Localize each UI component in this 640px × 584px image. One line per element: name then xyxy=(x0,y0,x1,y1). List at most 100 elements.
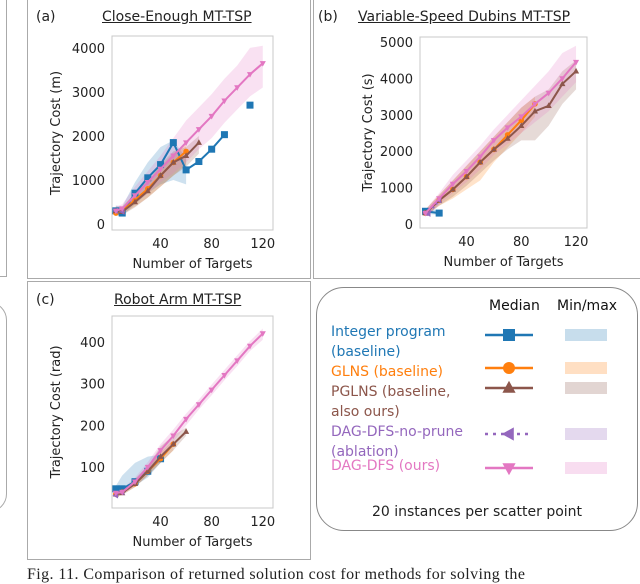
legend-label-line2: also ours) xyxy=(331,404,400,420)
triangle-down-marker xyxy=(246,72,254,78)
triangle-down-marker xyxy=(531,101,539,108)
x-tick-label: 120 xyxy=(250,237,275,252)
triangle-down-marker xyxy=(119,489,126,496)
legend-swatches xyxy=(485,329,607,476)
triangle-up-marker xyxy=(144,467,151,474)
ip-legend-band xyxy=(565,329,607,341)
triangle-up-marker xyxy=(449,186,456,192)
triangle-down-marker xyxy=(131,479,139,486)
y-tick-label: 1000 xyxy=(380,182,413,197)
triangle-down-marker xyxy=(183,416,190,423)
legend-median-header: Median xyxy=(489,298,540,314)
x-tick-label: 80 xyxy=(203,237,220,252)
square-marker xyxy=(208,145,216,153)
triangle-down-marker xyxy=(449,181,456,188)
x-tick-label: 120 xyxy=(250,515,275,530)
triangle-up-marker xyxy=(183,428,190,434)
square-marker xyxy=(435,209,443,217)
triangle-down-marker xyxy=(246,343,254,350)
x-axis-label: Number of Targets xyxy=(132,535,252,550)
x-tick-label: 120 xyxy=(564,235,589,250)
triangle-left-marker xyxy=(501,427,514,441)
triangle-down-marker xyxy=(502,463,516,476)
x-axis-label: Number of Targets xyxy=(132,257,252,272)
y-tick-label: 4000 xyxy=(72,42,105,57)
x-axis-label: Number of Targets xyxy=(443,255,563,270)
square-marker xyxy=(182,166,190,174)
legend-entry-pglns: PGLNS (baseline, also ours) xyxy=(331,382,450,422)
panel-c-tag: (c) xyxy=(36,292,55,308)
legend-label-line1: DAG-DFS-no-prune xyxy=(331,424,464,440)
triangle-left-marker xyxy=(424,210,431,217)
legend-entry-dagdfs: DAG-DFS (ours) xyxy=(331,456,440,476)
triangle-up-marker xyxy=(572,67,580,74)
y-tick-label: 100 xyxy=(80,461,105,476)
triangle-down-marker xyxy=(144,464,151,471)
chart-0: 40 80 120 0 1000 2000 3000 4000 Number of Target… xyxy=(49,35,275,272)
legend-label-line2: (baseline) xyxy=(331,344,401,360)
triangle-up-marker xyxy=(463,173,470,179)
triangle-up-marker xyxy=(157,453,164,459)
dagdfs-minmax-band xyxy=(115,328,263,496)
circle-marker xyxy=(503,362,515,374)
triangle-down-marker xyxy=(208,387,215,394)
legend-entry-noprune: DAG-DFS-no-prune (ablation) xyxy=(331,422,463,462)
legend-footer: 20 instances per scatter point xyxy=(371,504,583,520)
legend: Median Min/max Integer program (baseline)… xyxy=(316,287,638,531)
chart-1: 40 80 120 0 1000 2000 3000 4000 5000 Number of Ta… xyxy=(361,36,588,270)
triangle-down-marker xyxy=(504,125,511,131)
triangle-down-marker xyxy=(131,193,139,199)
triangle-up-marker xyxy=(131,198,139,205)
triangle-down-marker xyxy=(183,140,190,146)
y-tick-label: 2000 xyxy=(72,130,105,145)
triangle-down-marker xyxy=(195,127,202,133)
figure-caption: Fig. 11. Comparison of returned solution… xyxy=(27,566,526,583)
triangle-down-marker xyxy=(119,206,126,213)
panel-b-title: Variable-Speed Dubins MT-TSP xyxy=(358,9,571,25)
y-tick-label: 0 xyxy=(97,218,105,233)
triangle-down-marker xyxy=(234,85,241,91)
square-marker xyxy=(195,158,203,166)
square-marker xyxy=(112,485,120,493)
y-axis-label: Trajectory Cost (rad) xyxy=(49,345,64,479)
glns-legend-band xyxy=(565,362,607,374)
triangle-down-marker xyxy=(208,113,215,120)
y-tick-label: 2000 xyxy=(380,145,413,160)
square-marker xyxy=(246,101,254,109)
square-marker xyxy=(169,139,177,147)
legend-minmax-header: Min/max xyxy=(557,298,618,314)
y-axis-label: Trajectory Cost (m) xyxy=(49,71,64,196)
dagdfs-series xyxy=(112,331,266,497)
triangle-down-marker xyxy=(259,331,266,337)
y-tick-label: 3000 xyxy=(72,86,105,101)
y-tick-label: 1000 xyxy=(72,174,105,189)
triangle-up-marker xyxy=(144,187,151,194)
legend-entry-ip: Integer program (baseline) xyxy=(331,322,446,362)
triangle-up-marker xyxy=(170,159,177,165)
triangle-down-marker xyxy=(518,114,525,121)
triangle-up-marker xyxy=(195,139,202,145)
x-tick-label: 40 xyxy=(152,515,169,530)
triangle-down-marker xyxy=(436,196,443,202)
triangle-up-marker xyxy=(531,107,539,114)
clipped-neighbor-panel-top xyxy=(0,0,7,277)
triangle-down-marker xyxy=(221,373,228,379)
triangle-up-marker xyxy=(502,380,516,393)
triangle-up-marker xyxy=(477,158,484,165)
legend-label-line1: DAG-DFS (ours) xyxy=(331,458,441,474)
triangle-down-marker xyxy=(170,433,177,440)
panel-c-title: Robot Arm MT-TSP xyxy=(114,292,242,308)
y-tick-label: 0 xyxy=(405,218,413,233)
triangle-up-marker xyxy=(170,440,177,447)
triangle-down-marker xyxy=(559,76,566,82)
triangle-down-marker xyxy=(234,358,241,365)
y-tick-label: 200 xyxy=(80,419,105,434)
dagdfs-series xyxy=(422,59,580,217)
dagdfs-median-line xyxy=(424,61,577,214)
triangle-down-marker xyxy=(112,490,119,497)
x-tick-label: 80 xyxy=(513,235,530,250)
triangle-down-marker xyxy=(157,166,164,173)
square-marker xyxy=(118,485,126,493)
legend-label-line1: GLNS (baseline) xyxy=(331,364,444,380)
square-marker xyxy=(220,131,228,139)
